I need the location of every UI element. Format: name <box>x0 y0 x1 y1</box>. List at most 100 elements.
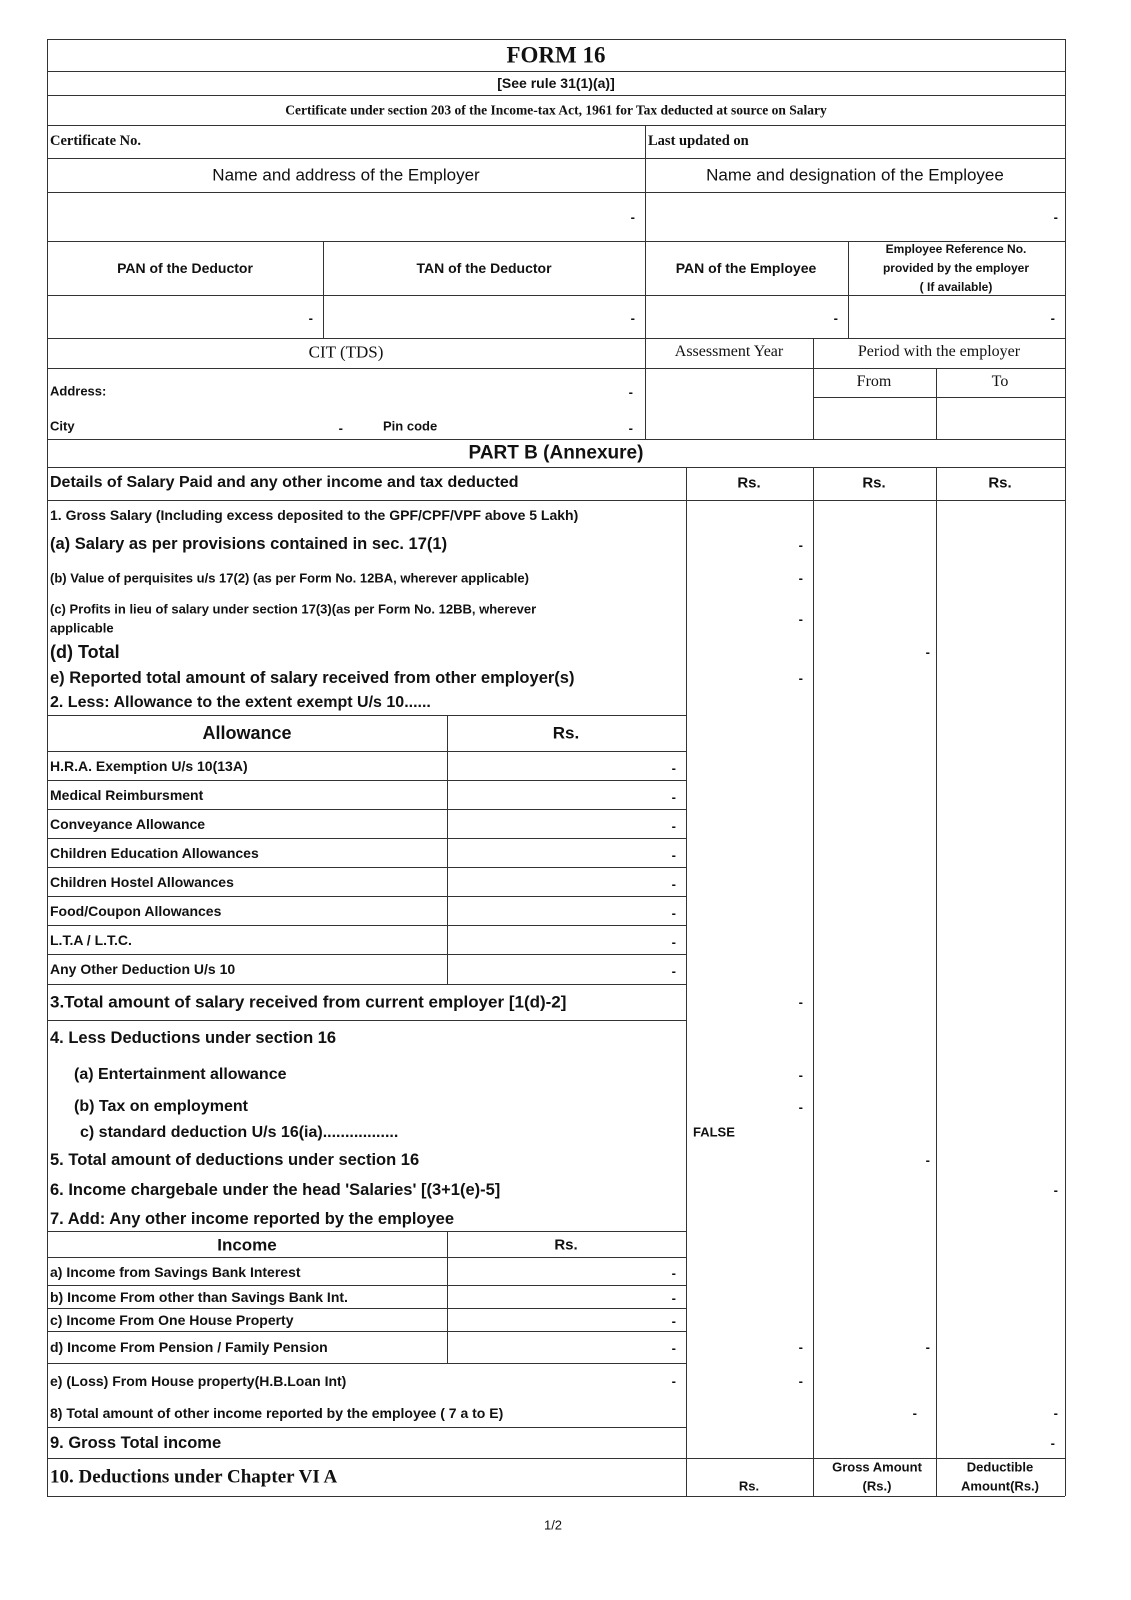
table-rule <box>47 1427 686 1428</box>
income-item-value: - <box>671 1340 676 1356</box>
table-rule <box>47 838 686 839</box>
pin-code-value: - <box>628 420 633 436</box>
table-rule <box>47 1257 686 1258</box>
total-other-income-label: 8) Total amount of other income reported… <box>50 1405 504 1421</box>
perquisites-value: - <box>798 570 803 586</box>
allowance-rs-header: Rs. <box>552 723 580 743</box>
employee-value: - <box>1053 209 1058 225</box>
rs-column-header: Rs. <box>737 474 761 492</box>
table-rule <box>936 467 937 1496</box>
pin-code-label: Pin code <box>383 418 438 434</box>
income-item-label: c) Income From One House Property <box>50 1312 294 1328</box>
gross-amount-header: (Rs.) <box>862 1478 892 1494</box>
tan-deductor-value: - <box>630 310 635 326</box>
other-employer-label: e) Reported total amount of salary recei… <box>50 668 575 687</box>
table-rule <box>447 715 448 984</box>
income-salaries-value: - <box>1053 1182 1058 1198</box>
table-rule <box>813 397 1065 398</box>
total-deductions-16-value: - <box>925 1152 930 1168</box>
table-rule <box>813 467 814 1496</box>
table-rule <box>47 867 686 868</box>
house-loss-value: - <box>671 1373 676 1389</box>
table-rule <box>47 439 1065 440</box>
period-from-label: From <box>856 373 892 390</box>
table-rule <box>47 1020 686 1021</box>
address-label: Address: <box>50 383 107 399</box>
profits-label: (c) Profits in lieu of salary under sect… <box>50 601 537 617</box>
table-rule <box>47 780 686 781</box>
cit-label: CIT (TDS) <box>308 342 384 362</box>
tax-employment-value: - <box>798 1099 803 1115</box>
income-item-label: b) Income From other than Savings Bank I… <box>50 1289 348 1305</box>
table-rule <box>47 125 1065 126</box>
table-rule <box>47 192 1065 193</box>
employer-name-label: Name and address of the Employer <box>212 165 480 185</box>
part-b-title: PART B (Annexure) <box>468 442 644 464</box>
allowance-item-value: - <box>671 963 676 979</box>
deductible-amount-header: Amount(Rs.) <box>961 1478 1039 1494</box>
gross-total-income-label: 9. Gross Total income <box>50 1433 222 1452</box>
rs-column-header: Rs. <box>988 474 1012 492</box>
standard-deduction-value: FALSE <box>693 1124 735 1140</box>
table-rule <box>47 368 1065 369</box>
table-rule <box>936 368 937 439</box>
table-rule <box>47 158 1065 159</box>
total-deductions-16-label: 5. Total amount of deductions under sect… <box>50 1150 420 1169</box>
allowance-item-label: Any Other Deduction U/s 10 <box>50 961 236 977</box>
pan-deductor-label: PAN of the Deductor <box>117 260 253 276</box>
profits-label: applicable <box>50 620 114 636</box>
table-rule <box>47 95 1065 96</box>
allowance-item-value: - <box>671 760 676 776</box>
certificate-no-label: Certificate No. <box>50 132 141 149</box>
table-rule <box>645 125 646 439</box>
city-label: City <box>50 418 75 434</box>
allowance-exempt-label: 2. Less: Allowance to the extent exempt … <box>50 694 431 711</box>
allowance-item-label: L.T.A / L.T.C. <box>50 932 132 948</box>
chapter-via-rs-header: Rs. <box>738 1478 760 1494</box>
other-employer-value: - <box>798 670 803 686</box>
table-rule <box>47 954 686 955</box>
allowance-item-label: Children Hostel Allowances <box>50 874 234 890</box>
table-rule <box>47 1496 1065 1497</box>
employee-ref-label: provided by the employer <box>882 261 1030 275</box>
table-rule <box>47 467 1065 468</box>
standard-deduction-label: c) standard deduction U/s 16(ia)........… <box>80 1124 399 1141</box>
last-updated-label: Last updated on <box>648 132 749 149</box>
deductible-amount-header: Deductible <box>966 1459 1034 1475</box>
table-rule <box>47 39 1065 40</box>
table-rule <box>1065 39 1066 1496</box>
allowance-item-label: Medical Reimbursment <box>50 787 204 803</box>
allowance-item-value: - <box>671 789 676 805</box>
income-item-value: - <box>671 1265 676 1281</box>
total-other-income-value: - <box>912 1405 917 1421</box>
other-income-label: 7. Add: Any other income reported by the… <box>50 1209 455 1228</box>
table-rule <box>47 1331 686 1332</box>
table-rule <box>47 715 686 716</box>
employee-ref-value: - <box>1050 310 1055 326</box>
income-item-value: - <box>671 1313 676 1329</box>
deductions-16-label: 4. Less Deductions under section 16 <box>50 1028 337 1047</box>
table-rule <box>47 751 686 752</box>
allowance-item-label: H.R.A. Exemption U/s 10(13A) <box>50 758 248 774</box>
allowance-header: Allowance <box>202 723 292 743</box>
perquisites-label: (b) Value of perquisites u/s 17(2) (as p… <box>50 570 529 586</box>
table-rule <box>47 1363 686 1364</box>
gross-total-income-value: - <box>1050 1435 1055 1451</box>
total-current-employer-label: 3.Total amount of salary received from c… <box>50 992 567 1012</box>
table-rule <box>47 500 1065 501</box>
assessment-year-label: Assessment Year <box>674 343 784 360</box>
income-rs-header: Rs. <box>554 1236 578 1254</box>
pan-deductor-value: - <box>308 310 313 326</box>
allowance-item-value: - <box>671 934 676 950</box>
total-current-employer-value: - <box>798 994 803 1010</box>
table-rule <box>323 241 324 338</box>
address-value: - <box>628 384 633 400</box>
table-rule <box>47 984 686 985</box>
total-d-label: (d) Total <box>50 642 120 662</box>
period-label: Period with the employer <box>857 343 1021 360</box>
table-rule <box>848 241 849 338</box>
form-title: FORM 16 <box>506 42 606 68</box>
details-label: Details of Salary Paid and any other inc… <box>50 474 519 491</box>
period-to-label: To <box>991 373 1009 390</box>
pension-total-value-2: - <box>925 1339 930 1355</box>
